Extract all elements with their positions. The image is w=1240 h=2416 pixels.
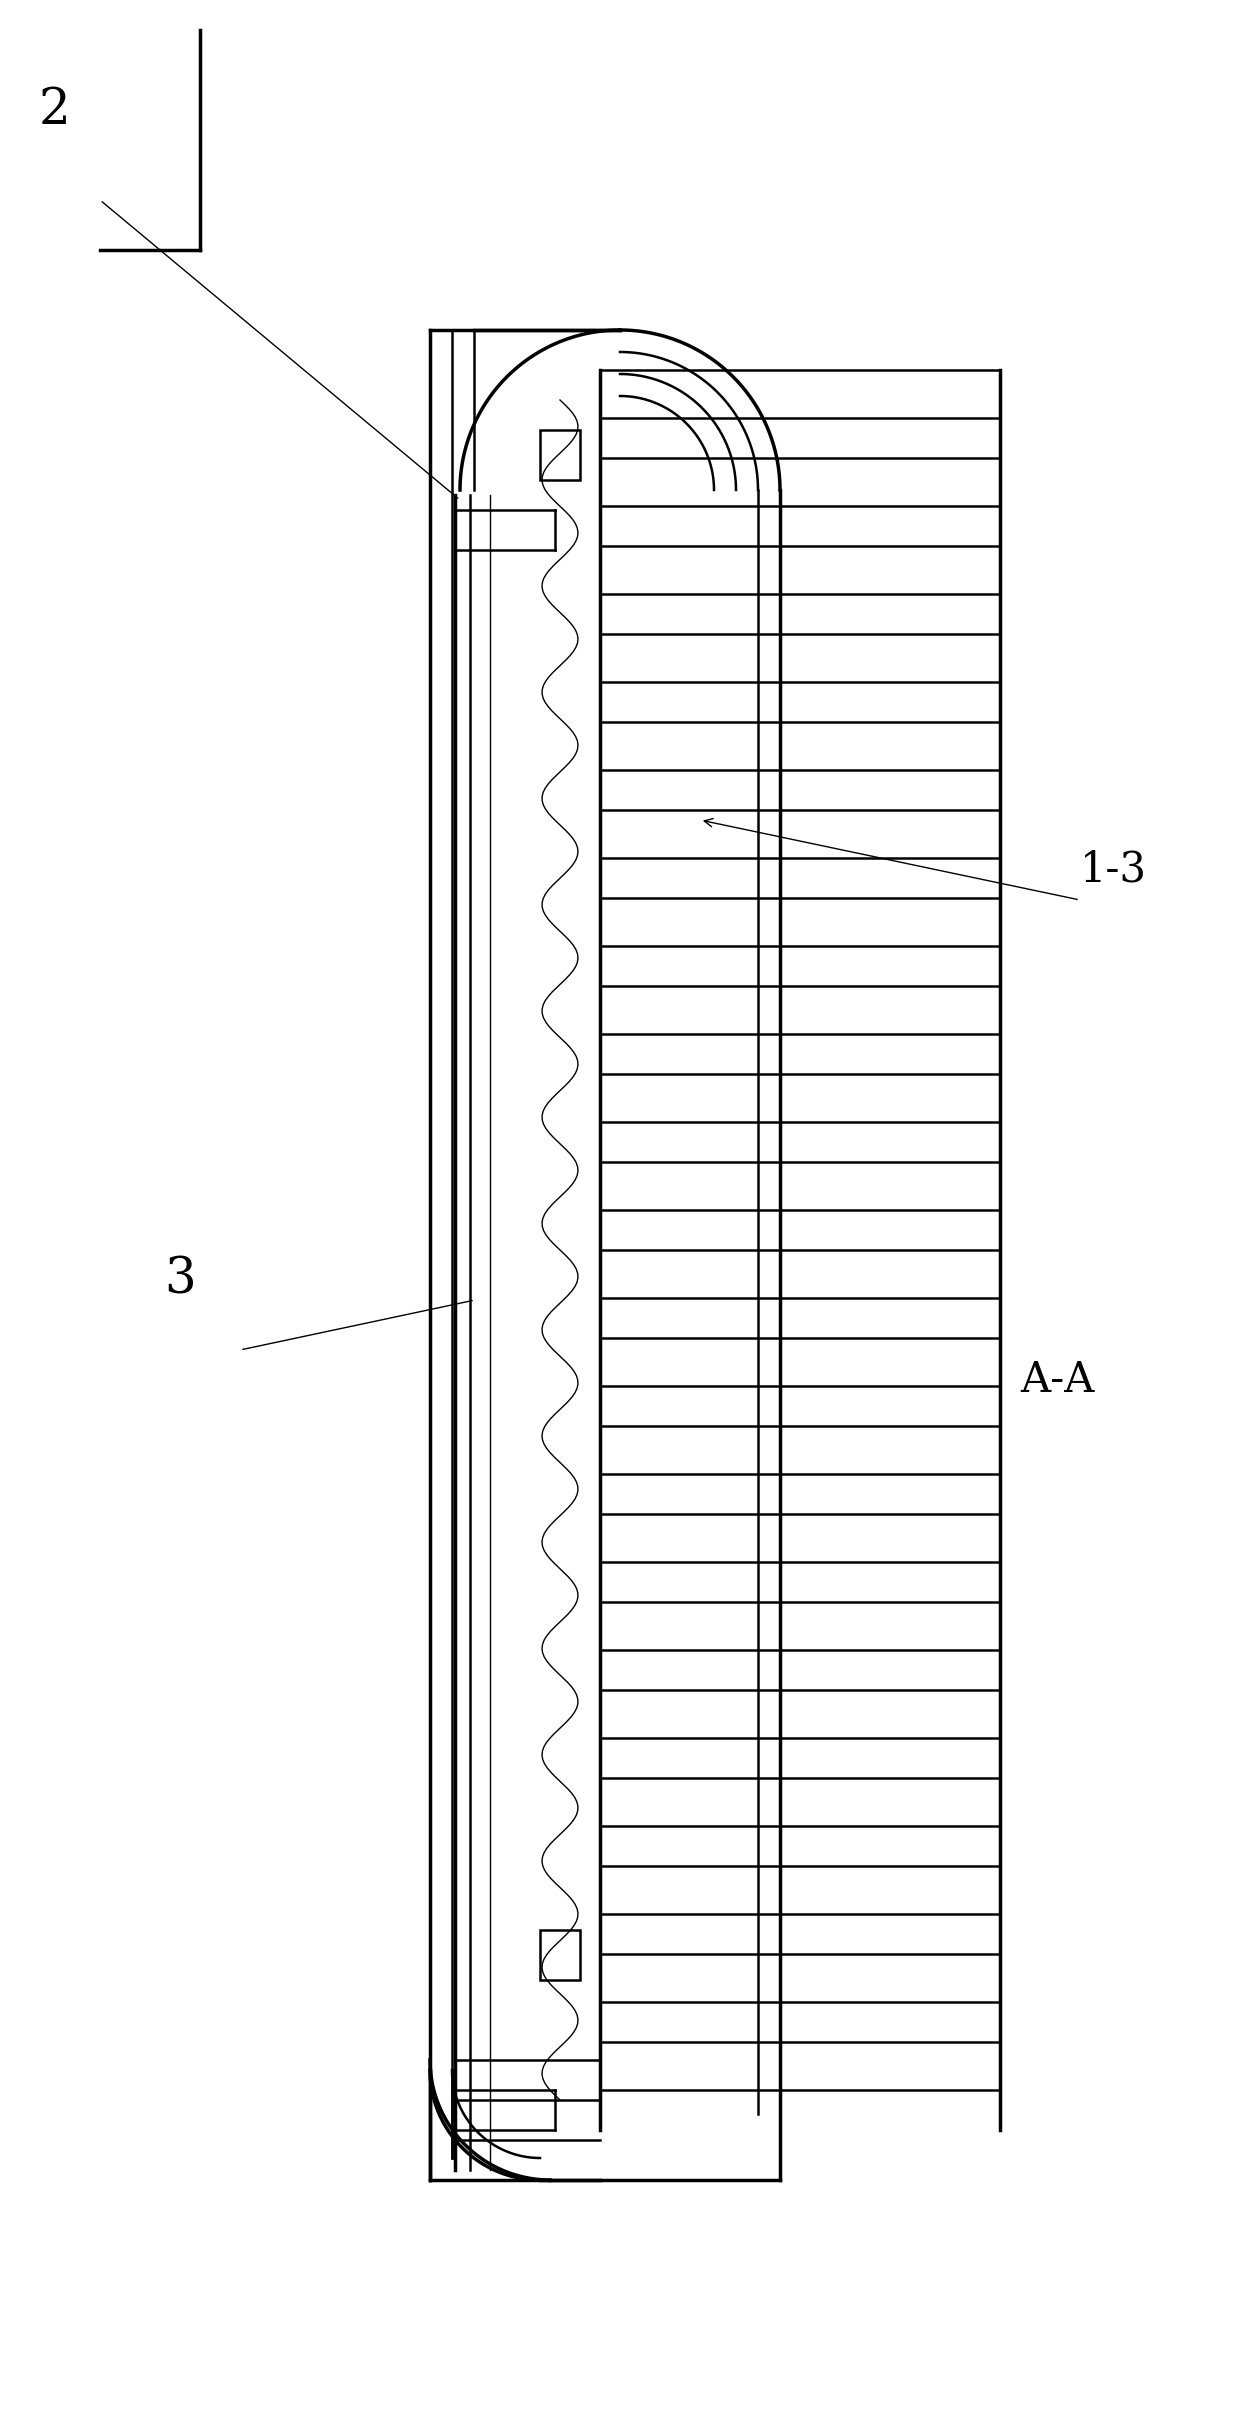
Text: 3: 3 xyxy=(164,1256,196,1305)
Bar xyxy=(539,1930,580,1981)
Bar xyxy=(539,430,580,481)
Text: 2: 2 xyxy=(40,85,71,135)
Text: A-A: A-A xyxy=(1021,1358,1095,1401)
Text: 1-3: 1-3 xyxy=(1080,848,1147,892)
